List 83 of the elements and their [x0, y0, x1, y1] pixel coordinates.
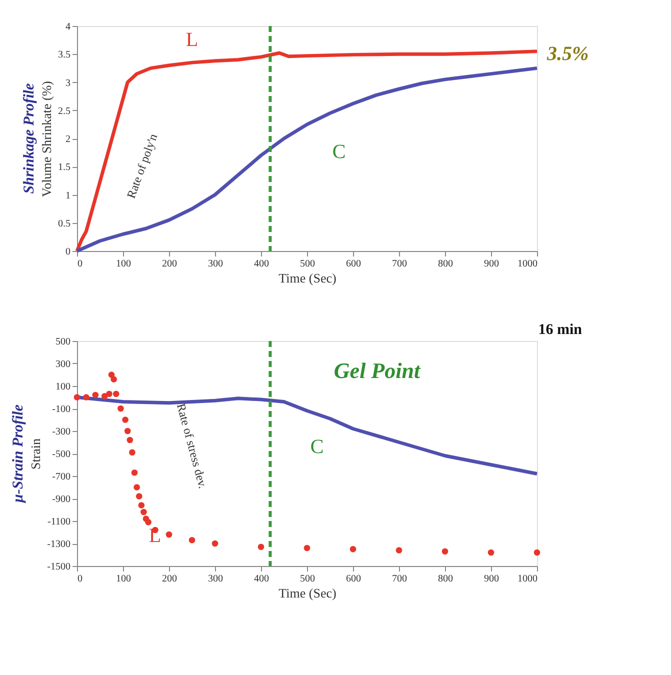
- annotation: Rate of stress dev.: [174, 402, 210, 490]
- point: [488, 549, 494, 556]
- x-tick-label: 700: [392, 574, 407, 584]
- y-tick-label: 1: [66, 190, 70, 202]
- y-tick-label: 0: [66, 246, 70, 258]
- point: [442, 548, 448, 555]
- point: [92, 392, 99, 398]
- x-axis-title: Time (Sec): [278, 270, 336, 286]
- point: [258, 544, 264, 550]
- text: Shrinkage Profile: [22, 82, 38, 194]
- y-tick-label: 4: [66, 22, 70, 32]
- y-axis-title: Volume Shrinkate (%): [39, 80, 54, 198]
- point: [136, 493, 142, 500]
- point: [534, 549, 540, 556]
- x-tick-label: 200: [162, 574, 177, 584]
- x-tick-label: 300: [208, 258, 223, 270]
- x-tick-label: 600: [346, 258, 361, 270]
- x-tick-label: 800: [438, 258, 453, 270]
- x-tick-label: 0: [78, 258, 82, 270]
- x-axis-title: Time (Sec): [278, 586, 336, 600]
- x-tick-label: 0: [78, 574, 82, 584]
- text: 16 min: [538, 322, 583, 338]
- y-tick-label: -700: [52, 472, 70, 482]
- y-tick-label: -300: [52, 426, 70, 438]
- point: [83, 394, 90, 400]
- x-tick-label: 500: [300, 258, 315, 270]
- point: [166, 531, 172, 538]
- y-tick-label: -500: [52, 449, 70, 460]
- y-tick-label: 3.5: [58, 50, 70, 61]
- x-tick-label: 800: [438, 574, 453, 584]
- y-tick-label: 2: [66, 134, 70, 145]
- y-tick-label: 100: [56, 382, 70, 392]
- point: [140, 508, 147, 516]
- point: [138, 502, 145, 508]
- annotation: Rate of poly'n: [124, 132, 160, 200]
- x-tick-label: 400: [254, 258, 269, 270]
- y-tick-label: 2.5: [58, 106, 70, 117]
- point: [122, 416, 128, 423]
- point: [126, 436, 134, 444]
- y-tick-label: -1100: [48, 516, 70, 528]
- x-tick-label: 900: [484, 574, 499, 584]
- point: [124, 428, 131, 434]
- point: [118, 405, 124, 412]
- y-tick-label: -1300: [47, 539, 70, 550]
- point: [112, 390, 120, 398]
- text: μ-Strain Profile: [10, 404, 27, 504]
- point: [350, 546, 356, 552]
- x-tick-label: 1000: [518, 258, 538, 270]
- x-tick-label: 100: [116, 258, 131, 270]
- x-tick-label: 100: [116, 574, 131, 584]
- x-tick-label: 900: [484, 258, 499, 270]
- point: [129, 449, 136, 456]
- y-tick-label: -1500: [47, 562, 70, 572]
- y-tick-label: 1.5: [58, 162, 70, 174]
- point: [304, 544, 310, 552]
- point: [145, 518, 152, 526]
- annotation: C: [332, 141, 346, 163]
- x-tick-label: 500: [300, 574, 315, 584]
- x-tick-label: 400: [254, 574, 269, 584]
- x-tick-label: 200: [162, 258, 177, 270]
- point: [396, 547, 402, 554]
- annotation: 3.5%: [546, 43, 589, 66]
- point: [212, 540, 218, 547]
- x-tick-label: 300: [208, 574, 223, 584]
- point: [134, 484, 140, 490]
- x-tick-label: 700: [392, 258, 407, 270]
- y-tick-label: 300: [56, 359, 70, 370]
- point: [106, 390, 112, 398]
- y-tick-label: 3: [66, 78, 70, 89]
- annotation: Gel Point: [334, 358, 421, 383]
- y-axis-title: Strain: [28, 438, 44, 470]
- y-tick-label: -100: [52, 404, 70, 415]
- point: [110, 376, 117, 382]
- y-tick-label: 500: [56, 336, 70, 348]
- annotation: L: [186, 29, 198, 51]
- y-tick-label: -900: [52, 494, 70, 505]
- point: [131, 469, 138, 476]
- y-tick-label: 0.5: [58, 218, 70, 230]
- point: [188, 536, 196, 544]
- point: [74, 394, 80, 400]
- x-tick-label: 1000: [518, 574, 538, 584]
- annotation: C: [310, 436, 324, 458]
- x-tick-label: 600: [346, 574, 361, 584]
